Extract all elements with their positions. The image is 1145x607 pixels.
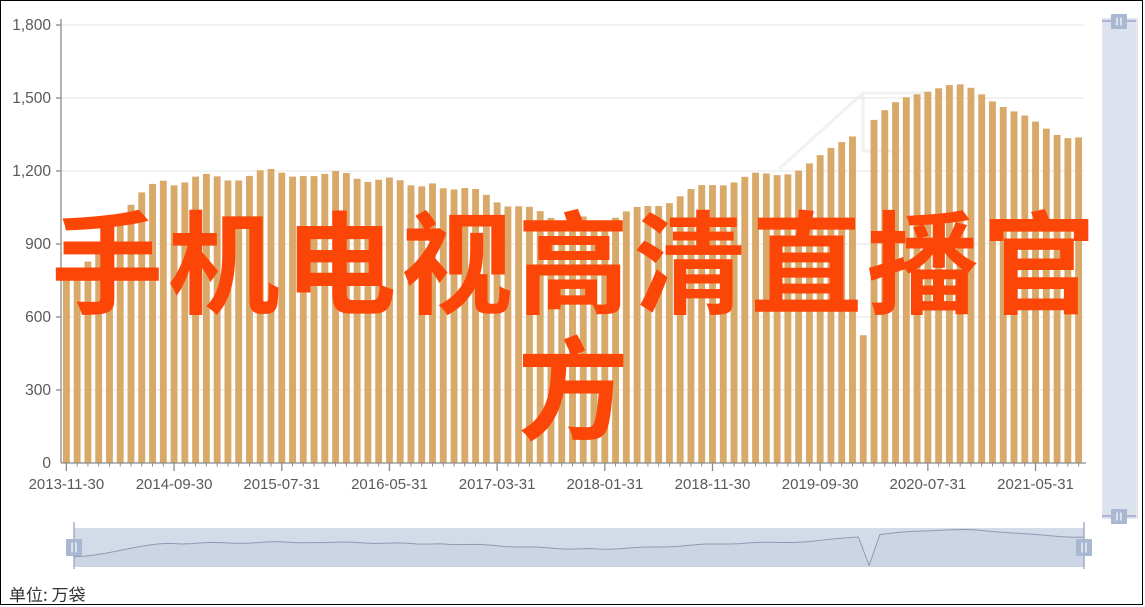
svg-text:2017-03-31: 2017-03-31 [459,476,536,493]
svg-text:2014-09-30: 2014-09-30 [136,476,213,493]
svg-text:1,500: 1,500 [12,90,51,107]
svg-text:2018-11-30: 2018-11-30 [675,476,751,493]
svg-text:2016-05-31: 2016-05-31 [351,476,428,493]
svg-text:2013-11-30: 2013-11-30 [29,476,105,493]
svg-text:0: 0 [42,455,51,472]
svg-text:300: 300 [25,382,51,399]
svg-text:2019-09-30: 2019-09-30 [782,476,859,493]
svg-text:600: 600 [25,309,51,326]
svg-text:1,800: 1,800 [12,17,51,34]
svg-text:2020-07-31: 2020-07-31 [889,476,966,493]
svg-text:2015-07-31: 2015-07-31 [243,476,320,493]
svg-text:900: 900 [25,236,51,253]
svg-text:2018-01-31: 2018-01-31 [566,476,643,493]
svg-text:1,200: 1,200 [12,163,51,180]
svg-text:2021-05-31: 2021-05-31 [997,476,1074,493]
